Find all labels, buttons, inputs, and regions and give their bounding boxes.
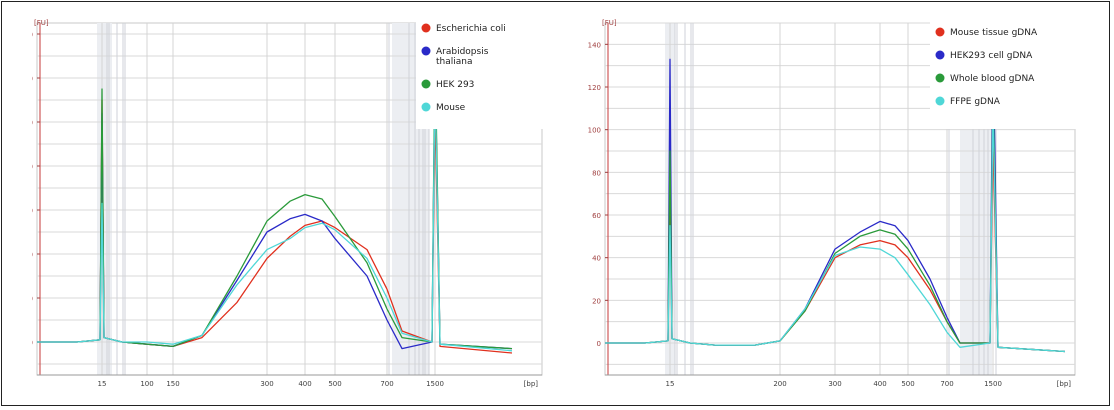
legend-label-1: Arabidopsis thaliana [436,47,489,67]
legend-label-line: Mouse [436,103,466,113]
x-tick-label: 400 [298,380,311,388]
x-tick-label: 150 [166,380,179,388]
y-tick-label: 40 [32,251,33,259]
y-tick-label: 60 [592,212,601,220]
legend-marker-1 [935,50,945,60]
x-tick-label: 300 [260,380,273,388]
y-tick-label: 0 [32,339,33,347]
y-tick-label: 100 [32,119,33,127]
legend-label-1: HEK293 cell gDNA [950,51,1033,61]
y-tick-label: 60 [32,207,33,215]
legend-label-3: Mouse [436,103,466,113]
y-tick-label: 140 [588,41,601,49]
x-tick-label: 300 [828,380,841,388]
y-tick-label: 80 [32,163,33,171]
chart-panel-left: 0 20 40 60 80 100 120 140 [FU] 15 100 150 300 400 500 7… [20,11,572,389]
series-line-3 [37,81,513,352]
y-axis-unit-label: [FU] [34,19,49,27]
series-line-2 [37,42,513,350]
legend-label-line: Escherichia coli [436,24,506,34]
legend-marker-0 [421,23,431,33]
x-tick-label: 15 [98,380,107,388]
y-tick-label: 100 [588,127,601,135]
electropherogram-chart-right: 0 20 40 60 80 100 120 140 [FU] 15 200 300 400 500 700 1… [588,19,1090,388]
x-tick-label: 500 [328,380,341,388]
legend-label-line: Mouse tissue gDNA [950,28,1038,38]
x-tick-label: 200 [773,380,786,388]
legend-label-line: Whole blood gDNA [950,74,1035,84]
legend-label-2: Whole blood gDNA [950,74,1035,84]
legend-marker-3 [935,96,945,106]
y-tick-label: 140 [32,31,33,39]
x-axis-unit-label: [bp] [1057,380,1072,388]
y-tick-label: 120 [588,84,601,92]
y-tick-label: 20 [592,297,601,305]
y-tick-label: 0 [597,340,601,348]
legend-label-3: FFPE gDNA [950,97,1001,107]
legend-label-0: Mouse tissue gDNA [950,28,1038,38]
legend-marker-0 [935,27,945,37]
legend-label-line: Arabidopsis [436,47,489,57]
y-tick-label: 80 [592,169,601,177]
x-tick-label: 100 [140,380,153,388]
legend-label-line: HEK293 cell gDNA [950,51,1033,61]
y-tick-label: 40 [592,255,601,263]
legend-marker-3 [421,102,431,112]
y-tick-label: 20 [32,295,33,303]
x-tick-label: 700 [380,380,393,388]
series-line-3 [605,107,1066,353]
legend-label-line: thaliana [436,57,472,67]
legend-label-line: HEK 293 [436,80,474,90]
legend-label-2: HEK 293 [436,80,474,90]
x-tick-label: 1500 [984,380,1002,388]
legend-marker-1 [421,46,431,56]
legend-marker-2 [935,73,945,83]
x-tick-label: 1500 [426,380,444,388]
x-tick-label: 400 [873,380,886,388]
chart-panel-right: 0 20 40 60 80 100 120 140 [FU] 15 200 300 400 500 700 1… [585,11,1095,389]
y-axis-unit-label: [FU] [602,19,617,27]
legend-label-line: FFPE gDNA [950,97,1001,107]
series-line-2 [605,86,1066,353]
legend-label-0: Escherichia coli [436,24,506,34]
legend-box [930,21,1090,129]
x-tick-label: 500 [901,380,914,388]
legend-marker-2 [421,79,431,89]
legend-box [416,17,564,129]
x-tick-label: 15 [666,380,675,388]
x-axis-unit-label: [bp] [524,380,539,388]
y-tick-label: 120 [32,75,33,83]
x-tick-label: 700 [940,380,953,388]
electropherogram-chart-left: 0 20 40 60 80 100 120 140 [FU] 15 100 150 300 400 500 7… [20,17,564,388]
